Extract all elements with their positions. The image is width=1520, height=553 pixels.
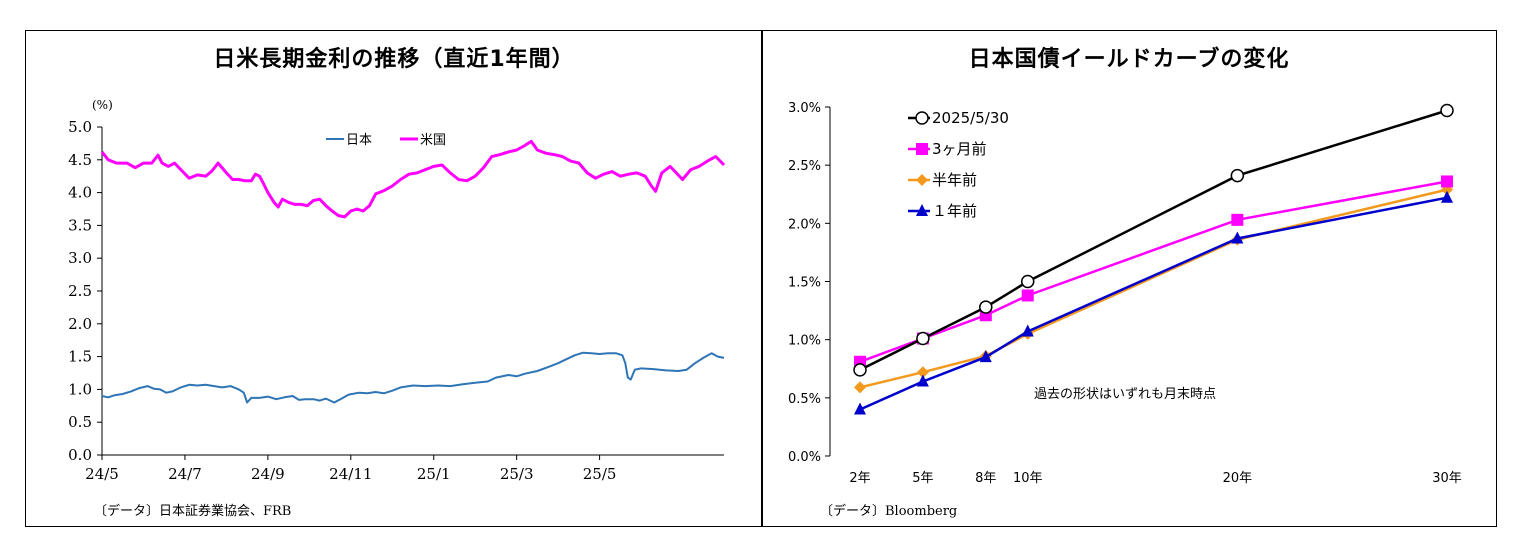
y-tick-label: 2.5% xyxy=(788,159,821,174)
data-point-marker xyxy=(916,366,929,379)
x-tick-label: 25/1 xyxy=(417,465,451,483)
y-tick-label: 0.0 xyxy=(68,446,92,464)
legend-label: 3ヶ月前 xyxy=(932,140,987,158)
data-point-marker xyxy=(1441,190,1453,203)
x-tick-label: 8年 xyxy=(975,471,996,486)
x-tick-label: 24/7 xyxy=(168,465,202,483)
y-tick-label: 1.5% xyxy=(788,276,821,291)
legend-label: 米国 xyxy=(420,133,446,148)
y-tick-label: 3.0% xyxy=(788,101,821,116)
legend-marker xyxy=(916,204,928,216)
y-tick-label: 1.5 xyxy=(68,348,92,366)
x-tick-label: 25/5 xyxy=(583,465,617,483)
data-point-marker xyxy=(1231,231,1244,244)
right-chart-svg: 3.0% 2.5% 2.0% 1.5% 1.0% 0.5% 0.0% 2年 5年 8年 10年 20年… xyxy=(788,101,1462,486)
data-point-marker xyxy=(916,374,929,387)
y-tick-label: 5.0 xyxy=(68,118,92,136)
y-tick-label: 2.0 xyxy=(68,315,92,333)
y-tick-label: 0.0% xyxy=(788,450,821,465)
series-line-japan xyxy=(101,351,725,404)
right-chart-title: 日本国債イールドカーブの変化 xyxy=(968,47,1290,72)
legend-marker xyxy=(916,174,928,186)
legend-label: 2025/5/30 xyxy=(932,109,1009,127)
x-tick-label: 2年 xyxy=(849,471,870,486)
y-tick-label: 4.0 xyxy=(68,184,92,202)
x-tick-label: 24/5 xyxy=(85,465,119,483)
yield-curve-line xyxy=(859,196,1448,411)
legend-label: 日本 xyxy=(346,133,372,148)
data-point-marker xyxy=(1021,289,1034,302)
x-tick-label: 30年 xyxy=(1432,471,1462,486)
jgb-yield-curve-panel: 日本国債イールドカーブの変化 3.0% 2.5% 2.0% 1.5% 1.0% 0.5% 0… xyxy=(761,30,1497,527)
data-point-marker xyxy=(854,402,866,415)
data-point-marker xyxy=(916,331,930,346)
x-tick-label: 5年 xyxy=(912,471,933,486)
data-point-marker xyxy=(979,300,993,314)
y-tick-label: 2.5 xyxy=(68,282,92,300)
data-point-marker xyxy=(1441,175,1453,188)
y-tick-label: 4.5 xyxy=(68,151,92,169)
right-chart-source: 〔データ〕Bloomberg xyxy=(820,504,958,519)
x-tick-label: 20年 xyxy=(1223,471,1253,486)
x-tick-label: 24/11 xyxy=(329,465,372,483)
y-tick-label: 3.5 xyxy=(68,216,92,234)
y-unit-label: (%) xyxy=(92,98,113,112)
legend-marker xyxy=(915,111,929,125)
yield-curve-line xyxy=(859,109,1448,372)
left-chart-title: 日米長期金利の推移（直近1年間） xyxy=(213,47,575,72)
x-tick-label: 10年 xyxy=(1013,471,1043,486)
left-chart-svg: 5.0 4.5 4.0 3.5 3.0 2.5 2.0 1.5 1.0 0.5 0.0 (%) 24/5… xyxy=(68,98,726,483)
x-tick-label: 25/3 xyxy=(500,465,534,483)
legend-marker xyxy=(916,143,928,155)
y-tick-label: 0.5 xyxy=(68,413,92,431)
data-point-marker xyxy=(979,350,992,363)
y-tick-label: 1.0% xyxy=(788,334,821,349)
y-tick-label: 3.0 xyxy=(68,249,92,267)
data-point-marker xyxy=(853,363,867,377)
data-point-marker xyxy=(1230,168,1245,183)
y-tick-label: 1.0 xyxy=(68,380,92,398)
legend-label: １年前 xyxy=(932,202,977,220)
y-tick-label: 0.5% xyxy=(788,392,821,407)
y-tick-label: 2.0% xyxy=(788,217,821,232)
data-point-marker xyxy=(1231,213,1244,226)
data-point-marker xyxy=(1020,274,1035,289)
data-point-marker xyxy=(1021,324,1034,337)
data-point-marker xyxy=(1440,103,1454,118)
data-point-marker xyxy=(854,381,866,394)
legend-label: 半年前 xyxy=(932,171,977,189)
japan-us-long-term-rates-panel: 日米長期金利の推移（直近1年間） 5.0 4.5 4.0 3.5 3.0 2.5 2.0 1.… xyxy=(25,30,763,527)
left-chart-source: 〔データ〕日本証券業協会、FRB xyxy=(94,504,292,519)
x-tick-label: 24/9 xyxy=(251,465,285,483)
series-line-us xyxy=(100,139,726,219)
chart-annotation: 過去の形状はいずれも月末時点 xyxy=(1034,387,1216,402)
